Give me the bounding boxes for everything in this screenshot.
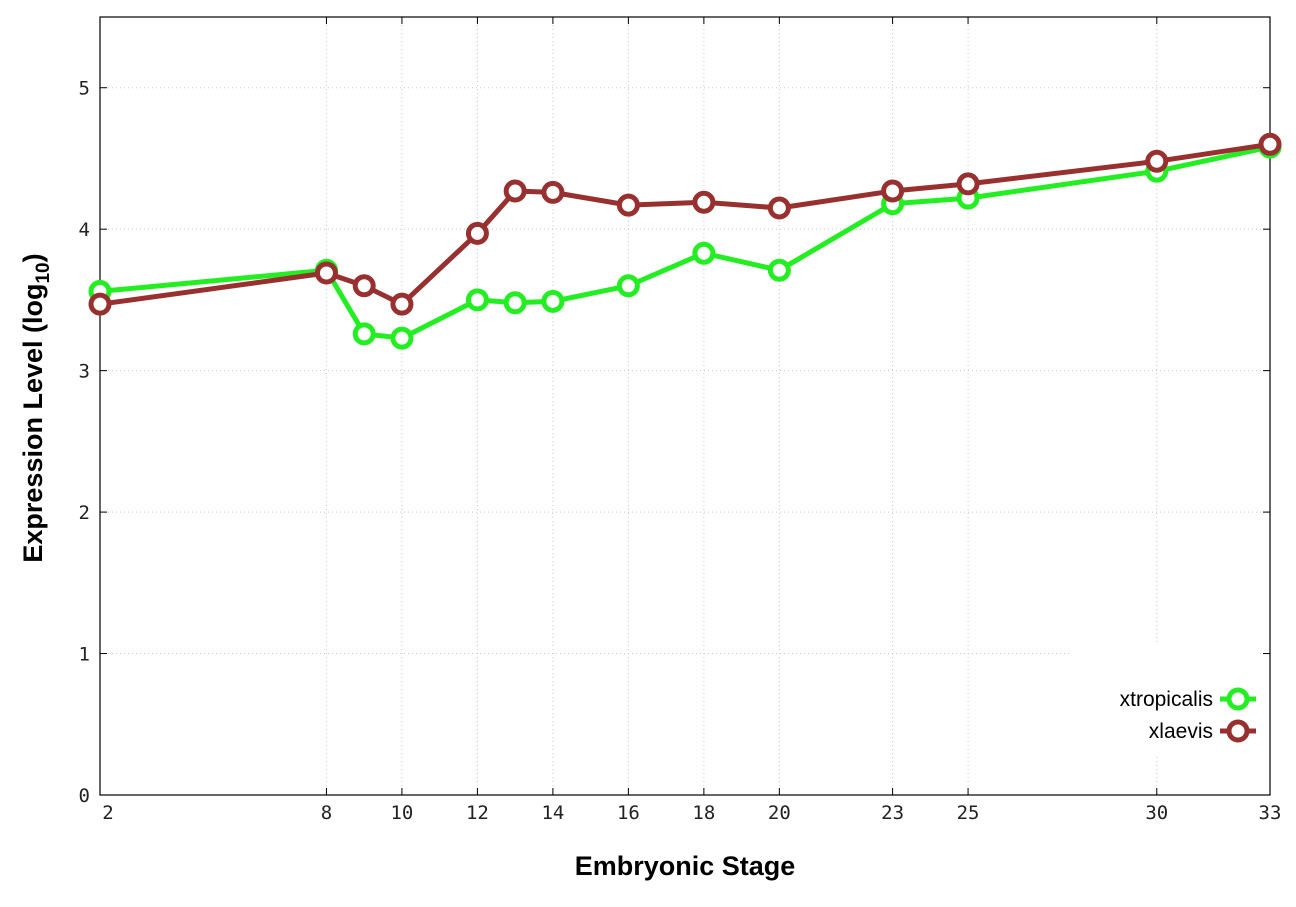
y-tick-label: 3 [79,361,90,383]
data-point-xlaevis [541,180,565,204]
data-point-xlaevis [88,292,112,316]
data-point-xlaevis [465,221,489,245]
data-point-xlaevis [767,196,791,220]
data-point-xlaevis [352,274,376,298]
data-point-xtropicalis [541,289,565,313]
data-point-xtropicalis [692,241,716,265]
x-tick-label: 14 [541,802,564,824]
y-tick-label: 1 [79,644,90,666]
data-point-xlaevis [881,179,905,203]
data-point-xlaevis [1145,149,1169,173]
data-point-xlaevis [616,193,640,217]
x-tick-label: 23 [881,802,904,824]
legend-label-xtropicalis: xtropicalis [1120,688,1213,711]
y-tick-label: 5 [79,78,90,100]
x-tick-label: 8 [321,802,332,824]
data-point-xlaevis [314,261,338,285]
x-tick-label: 18 [692,802,715,824]
x-tick-label: 33 [1259,802,1282,824]
y-axis-title-subscript: 10 [33,262,54,283]
y-tick-label: 2 [79,502,90,524]
data-point-xtropicalis [616,274,640,298]
legend-label-xlaevis: xlaevis [1149,720,1213,743]
x-tick-label: 2 [102,802,113,824]
data-point-xlaevis [692,190,716,214]
data-point-xtropicalis [503,291,527,315]
y-tick-label: 0 [79,785,90,807]
data-point-xlaevis [1258,132,1282,156]
legend: xtropicalis xlaevis [1072,643,1258,755]
y-axis-title: Expression Level (log10) [18,253,54,562]
data-point-xlaevis [390,292,414,316]
y-tick-label: 4 [79,219,90,241]
data-point-xtropicalis [767,258,791,282]
x-tick-label: 10 [390,802,413,824]
x-tick-label: 16 [617,802,640,824]
series-line-xlaevis [99,141,1271,307]
series-group [88,132,1282,350]
series-line-xtropicalis [99,144,1271,341]
data-point-xlaevis [503,179,527,203]
x-axis-title: Embryonic Stage [575,851,796,881]
x-tick-label: 12 [466,802,489,824]
y-axis-title-main: Expression Level (log [18,284,48,563]
y-axis-title-suffix: ) [18,253,48,262]
x-tick-label: 20 [768,802,791,824]
data-point-xtropicalis [390,326,414,350]
data-point-xtropicalis [465,288,489,312]
legend-marker-xlaevis [1226,719,1250,743]
grid [100,17,1270,795]
data-point-xtropicalis [352,322,376,346]
plot-frame [99,16,1271,796]
x-tick-label: 25 [957,802,980,824]
legend-marker-xtropicalis [1226,687,1250,711]
data-point-xlaevis [956,172,980,196]
x-tick-label: 30 [1145,802,1168,824]
